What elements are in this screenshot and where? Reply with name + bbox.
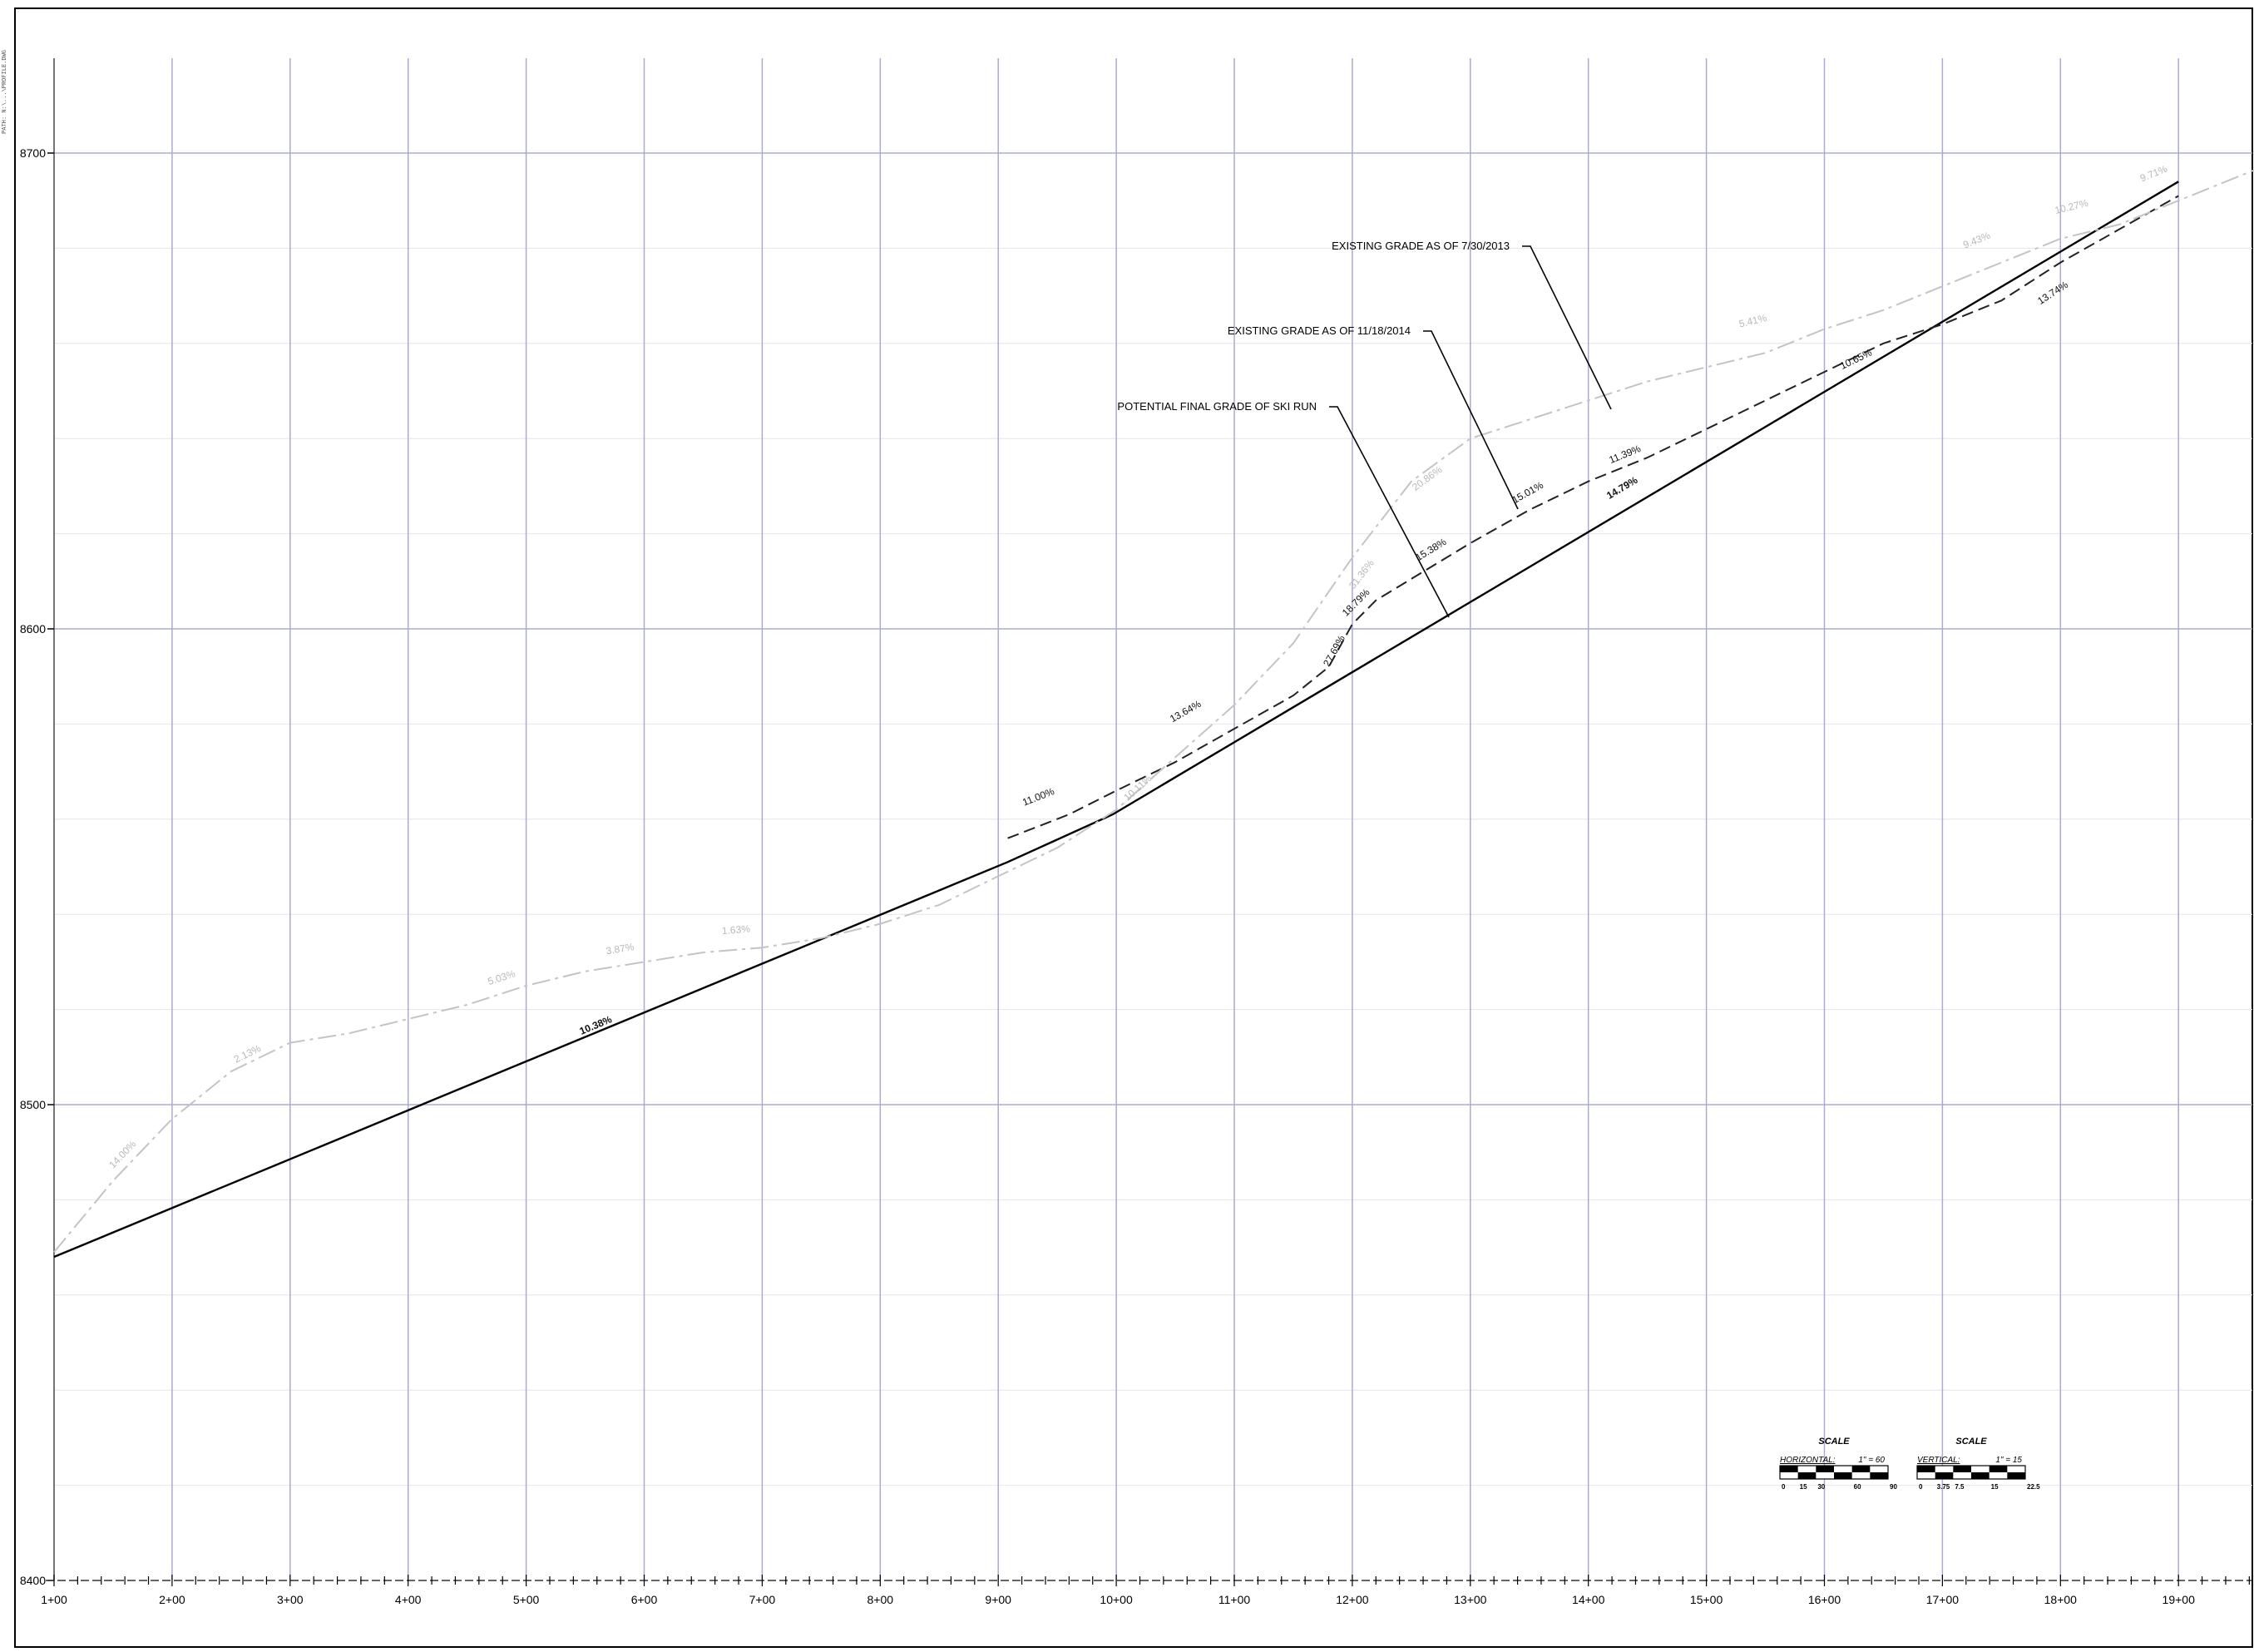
vertical-scale-tick-label: 15 bbox=[1991, 1483, 1999, 1491]
y-tick-label: 8400 bbox=[20, 1574, 46, 1587]
vertical-scale-segment bbox=[1989, 1466, 2008, 1472]
x-tick-label: 8+00 bbox=[867, 1593, 894, 1606]
horizontal-scale-tick-label: 0 bbox=[1782, 1483, 1786, 1491]
vertical-scale-segment bbox=[1953, 1466, 1971, 1472]
chart-series bbox=[53, 169, 2254, 1259]
vertical-scale-segment bbox=[1917, 1466, 1935, 1472]
vertical-scale-ratio: 1" = 15 bbox=[1995, 1456, 2022, 1465]
x-tick-label: 4+00 bbox=[395, 1593, 422, 1606]
x-tick-label: 17+00 bbox=[1926, 1593, 1960, 1606]
x-tick-label: 16+00 bbox=[1808, 1593, 1841, 1606]
vertical-scale-segment bbox=[1935, 1472, 1954, 1479]
chart-grid bbox=[53, 58, 2252, 1580]
x-tick-label: 6+00 bbox=[631, 1593, 658, 1606]
horizontal-scale-tick-label: 60 bbox=[1854, 1483, 1861, 1491]
vertical-scale-tick-label: 7.5 bbox=[1955, 1483, 1965, 1491]
horizontal-scale-segment bbox=[1797, 1472, 1817, 1479]
x-tick-label: 5+00 bbox=[513, 1593, 540, 1606]
series-line-1 bbox=[53, 181, 2179, 1259]
x-axis-ticks: 1+00 2+00 3+00 4+00 5+00 6+00 7+00 8+00 9+00 10+0… bbox=[41, 1575, 2252, 1606]
annotation-label: POTENTIAL FINAL GRADE OF SKI RUN bbox=[1117, 400, 1317, 413]
vertical-scale-tick-label: 0 bbox=[1919, 1483, 1923, 1491]
horizontal-scale-segment bbox=[1870, 1472, 1888, 1479]
horizontal-scale-segment bbox=[1816, 1466, 1834, 1472]
horizontal-scale-tick-label: 15 bbox=[1800, 1483, 1807, 1491]
horizontal-scale-segment bbox=[1834, 1472, 1852, 1479]
x-tick-label: 2+00 bbox=[159, 1593, 185, 1606]
annotation-label: EXISTING GRADE AS OF 7/30/2013 bbox=[1332, 240, 1510, 252]
series-line-3 bbox=[53, 169, 2254, 1253]
scale-bars: SCALE HORIZONTAL: 1" = 60 0 15 30 60 90 SCALE VER… bbox=[1779, 1437, 2040, 1491]
series-line-2 bbox=[1007, 195, 2179, 839]
y-tick-label: 8500 bbox=[20, 1098, 46, 1111]
x-tick-label: 11+00 bbox=[1218, 1593, 1250, 1606]
vertical-scale-segment bbox=[2007, 1472, 2025, 1479]
x-tick-label: 14+00 bbox=[1572, 1593, 1605, 1606]
vertical-scale-title: SCALE bbox=[1955, 1437, 1987, 1447]
x-tick-label: 3+00 bbox=[277, 1593, 304, 1606]
y-axis-ticks: 8400 8500 8600 8700 bbox=[20, 146, 54, 1587]
horizontal-scale-tick-label: 90 bbox=[1890, 1483, 1897, 1491]
margin-path-note: PATH: N:\...\PROFILE.DWG bbox=[2, 50, 8, 134]
annotation-leader bbox=[1423, 330, 1519, 510]
y-tick-label: 8700 bbox=[20, 146, 46, 160]
vertical-scale-segment bbox=[1971, 1472, 1990, 1479]
vertical-scale-tick-label: 3.75 bbox=[1937, 1483, 1950, 1491]
x-tick-label: 12+00 bbox=[1336, 1593, 1369, 1606]
annotation-leader bbox=[1522, 245, 1612, 410]
x-tick-label: 10+00 bbox=[1100, 1593, 1133, 1606]
x-tick-label: 1+00 bbox=[41, 1593, 67, 1606]
annotation-leader bbox=[1329, 406, 1450, 618]
annotations: EXISTING GRADE AS OF 7/30/2013 EXISTING G… bbox=[1117, 240, 1612, 618]
x-tick-label: 9+00 bbox=[985, 1593, 1011, 1606]
x-tick-label: 18+00 bbox=[2044, 1593, 2078, 1606]
x-tick-label: 13+00 bbox=[1454, 1593, 1487, 1606]
grade-label: 1.63% bbox=[721, 922, 750, 937]
horizontal-scale-tick-label: 30 bbox=[1817, 1483, 1825, 1491]
horizontal-scale-title: SCALE bbox=[1818, 1437, 1850, 1447]
sheet-border bbox=[14, 7, 2253, 1648]
x-tick-label: 19+00 bbox=[2163, 1593, 2196, 1606]
annotation-label: EXISTING GRADE AS OF 11/18/2014 bbox=[1228, 324, 1411, 337]
y-tick-label: 8600 bbox=[20, 622, 46, 636]
x-tick-label: 7+00 bbox=[749, 1593, 776, 1606]
grade-label: 3.87% bbox=[606, 941, 635, 957]
vertical-scale-tick-label: 22.5 bbox=[2027, 1483, 2040, 1491]
vertical-scale-label: VERTICAL: bbox=[1917, 1456, 1960, 1465]
horizontal-scale-ratio: 1" = 60 bbox=[1858, 1456, 1885, 1465]
horizontal-scale-segment bbox=[1780, 1466, 1798, 1472]
horizontal-scale-segment bbox=[1851, 1466, 1871, 1472]
horizontal-scale-label: HORIZONTAL: bbox=[1780, 1456, 1836, 1465]
x-tick-label: 15+00 bbox=[1690, 1593, 1723, 1606]
